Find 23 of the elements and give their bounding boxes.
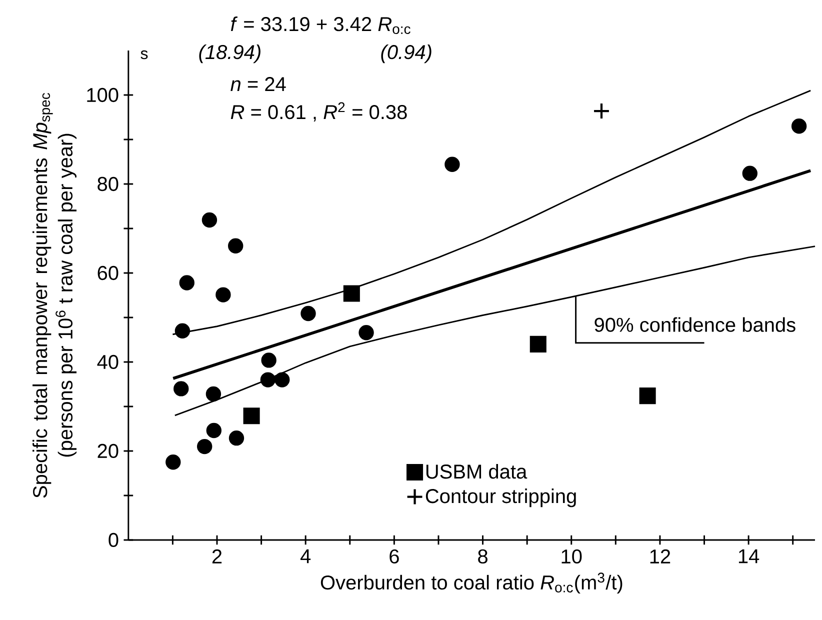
annotation: n = 24 — [230, 77, 286, 91]
x-tick-label: 14 — [738, 549, 760, 564]
x-tick-label: 12 — [650, 549, 670, 564]
x-tick-label: 2 — [212, 549, 222, 564]
annotation: R = 0.61 , R$^{2}$ = 0.38 — [230, 102, 407, 122]
annotation: (18.94) — [199, 44, 260, 64]
y-tick-label: 20 — [98, 444, 118, 458]
x-axis-title: Overburden to coal ratio R$_{o:c}$(m$^{3}$/t) — [320, 572, 622, 594]
legend-label: Contour stripping — [426, 488, 576, 508]
x-tick-label: 8 — [478, 549, 488, 564]
annotation: 90% confidence bands — [594, 317, 796, 332]
x-tick-label: 10 — [562, 549, 582, 564]
x-tick-label: 6 — [390, 549, 399, 564]
y-tick-label: 80 — [98, 176, 118, 192]
y-tick-label: 60 — [98, 266, 118, 280]
text: f = 33.19 + 3.42 R$_{o:c}$ — [230, 16, 410, 34]
x-tick-label: 4 — [300, 549, 311, 564]
y-tick-label: 100 — [87, 88, 118, 102]
y-tick-label: 40 — [97, 354, 118, 370]
annotation: (0.94) — [381, 44, 432, 64]
annotation: s — [140, 50, 148, 60]
y-tick-label: 0 — [108, 532, 118, 548]
legend-label: USBM data — [426, 464, 528, 479]
